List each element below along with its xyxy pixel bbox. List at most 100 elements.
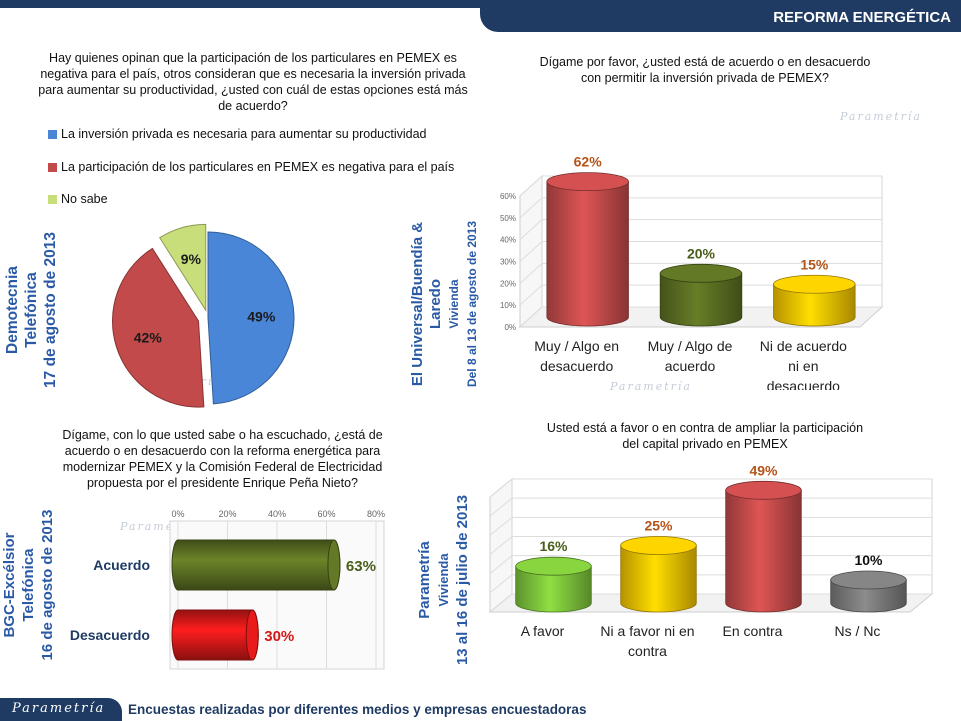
bar1-bar — [659, 272, 743, 327]
bar1-bar-top — [659, 263, 743, 283]
bar2-data-label: 25% — [644, 518, 673, 534]
source-line: Demotecnia — [4, 266, 21, 354]
bar2-data-label: 16% — [539, 538, 568, 554]
bar2-gridline — [489, 478, 932, 498]
footer-text: Encuestas realizadas por diferentes medi… — [128, 702, 587, 717]
bar1-gridline — [519, 175, 882, 197]
pie-label: 42% — [134, 330, 163, 346]
bar1-gridline — [519, 197, 882, 219]
bar2-bar-top — [515, 556, 592, 576]
bar1-data-label: 15% — [800, 256, 829, 272]
source-line: 17 de agosto de 2013 — [42, 232, 59, 388]
legend-label: No sabe — [61, 192, 108, 206]
bar1-gridline — [519, 284, 882, 306]
bar2-source-label: Parametría Vivienda 13 al 16 de julio de… — [415, 488, 479, 672]
pie-legend-item-2: La participación de los particulares en … — [48, 159, 468, 175]
source-line: Vivienda — [447, 279, 461, 329]
pie-label: 49% — [247, 308, 276, 324]
bar1-question: Dígame por favor, ¿usted está de acuerdo… — [539, 55, 871, 85]
hbar-bar-end — [327, 539, 341, 591]
bar1-bar-top — [546, 172, 629, 192]
bar2-chart: 16% A favor 25% Ni a favor ni en contra 49% En… — [488, 462, 934, 659]
pie-source-label: Demotecnia Telefónica 17 de agosto de 20… — [3, 215, 83, 405]
bar1-y-tick: 50% — [500, 214, 516, 223]
pie-label: 9% — [181, 251, 202, 267]
hbar-source-label: BGC-Excélsior Telefónica 16 de agosto de… — [0, 493, 70, 677]
bar1-category-label: Muy / Algo de acuerdo — [648, 338, 733, 374]
bar2-question: Usted está a favor o en contra de amplia… — [546, 421, 864, 451]
pie-legend-item-3: No sabe — [48, 192, 468, 206]
pie-slice — [112, 247, 205, 408]
source-line: Del 8 al 13 de agosto de 2013 — [465, 220, 479, 388]
hbar-category-label: Acuerdo — [93, 557, 150, 573]
bar1-chart: 0% 10% 20% 30% 40% 50% 60% 62% Muy / Algo en desa… — [500, 154, 884, 390]
bar1-gridline — [519, 306, 882, 328]
source-line: 13 al 16 de julio de 2013 — [454, 494, 471, 666]
bar1-y-tick: 40% — [500, 236, 516, 245]
hbar-x-tick: 20% — [218, 509, 236, 519]
bar1-gridline — [519, 219, 882, 241]
legend-label: La inversión privada es necesaria para a… — [61, 127, 427, 141]
bar1-bar — [546, 181, 629, 327]
bar2-bar — [515, 565, 592, 613]
bar1-bar-top — [773, 274, 856, 294]
bar1-category-label: Ni de acuerdo ni en desacuerdo — [760, 338, 847, 390]
bar1-y-tick: 60% — [500, 192, 516, 201]
pie-legend-item-1: La inversión privada es necesaria para a… — [48, 127, 468, 141]
bar2-category-label: A favor — [521, 623, 565, 639]
bar1-y-tick: 10% — [500, 301, 516, 310]
bar1-y-tick: 0% — [504, 323, 516, 332]
hbar-x-tick: 80% — [367, 509, 385, 519]
footer: Parametría Encuestas realizadas por dife… — [0, 698, 961, 721]
source-line: 16 de agosto de 2013 — [39, 509, 56, 661]
source-line: Vivienda — [436, 553, 451, 607]
bar2-bar — [620, 545, 697, 613]
bar1-data-label: 20% — [687, 245, 716, 261]
pie-question: Hay quienes opinan que la participación … — [38, 51, 468, 113]
hbar-bar-end — [245, 609, 259, 661]
source-line: Laredo — [427, 279, 444, 330]
watermark-4: Parametría — [610, 380, 692, 393]
legend-swatch-green — [48, 195, 57, 204]
bar2-bar — [725, 489, 802, 613]
bar2-data-label: 10% — [854, 552, 883, 568]
legend-swatch-red — [48, 163, 57, 172]
hbar-category-label: Desacuerdo — [70, 627, 150, 643]
bar1-data-label: 62% — [574, 154, 603, 170]
pie-slice — [207, 231, 295, 405]
bar2-bar-top — [620, 536, 697, 555]
hbar-bar — [171, 609, 259, 661]
source-line: Telefónica — [23, 272, 40, 348]
bar1-y-tick: 30% — [500, 258, 516, 267]
hbar-chart: 0% 20% 40% 60% 80% 63% Acuerdo 30% Desacuerdo — [70, 509, 385, 670]
hbar-question: Dígame, con lo que usted sabe o ha escuc… — [62, 428, 383, 490]
watermark-1: Parametría — [840, 110, 922, 123]
bar2-data-label: 49% — [749, 462, 778, 478]
bar2-category-label: Ns / Nc — [835, 623, 881, 639]
bar1-source-label: El Universal/Buendía & Laredo Vivienda D… — [409, 193, 493, 415]
hbar-data-label: 30% — [264, 628, 294, 645]
hbar-data-label: 63% — [346, 558, 376, 575]
source-line: El Universal/Buendía & — [409, 221, 426, 387]
hbar-x-tick: 60% — [317, 509, 335, 519]
hbar-bar — [171, 539, 341, 591]
footer-logo: Parametría — [0, 698, 122, 721]
bar1-gridline — [519, 241, 882, 262]
bar1-y-tick: 20% — [500, 279, 516, 288]
source-line: Telefónica — [20, 548, 37, 622]
hbar-x-tick: 40% — [268, 509, 286, 519]
hbar-x-tick: 0% — [171, 509, 184, 519]
bar1-bar — [773, 283, 856, 327]
legend-label: La participación de los particulares en … — [61, 160, 455, 174]
bar1-category-label: Muy / Algo en desacuerdo — [534, 338, 619, 374]
source-line: BGC-Excélsior — [1, 532, 18, 638]
bar2-bar-top — [830, 570, 907, 590]
pie-chart: 49% 42% 9% — [112, 223, 295, 408]
bar2-category-label: Ni a favor ni en contra — [600, 623, 694, 659]
legend-swatch-blue — [48, 130, 57, 139]
slide-title: REFORMA ENERGÉTICA — [480, 4, 961, 32]
bar1-gridline — [519, 262, 882, 284]
pie-slice — [158, 223, 207, 313]
bar2-bar-top — [725, 480, 802, 500]
